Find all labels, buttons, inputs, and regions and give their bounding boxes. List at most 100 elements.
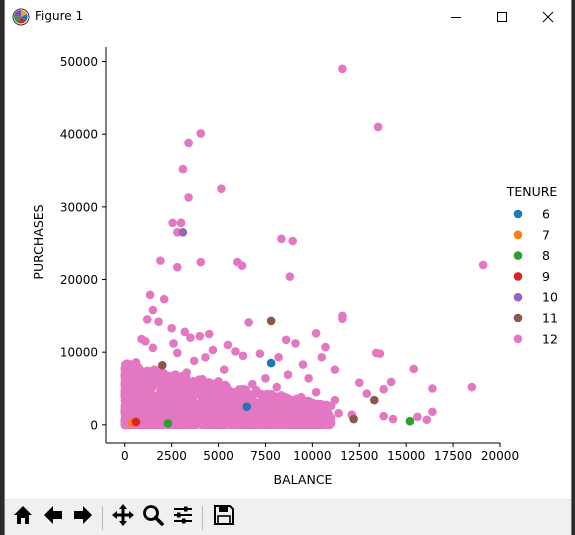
x-tick-label: 10000: [293, 449, 331, 463]
configure-subplots-icon: [171, 503, 195, 531]
data-point: [142, 315, 152, 324]
y-tick-label: 10000: [60, 346, 98, 360]
zoom-button[interactable]: [139, 503, 167, 531]
data-point: [293, 420, 303, 429]
data-point: [156, 256, 165, 265]
data-point: [244, 418, 254, 428]
data-point: [232, 419, 242, 428]
forward-arrow-icon: [71, 503, 95, 531]
data-point: [277, 234, 286, 244]
data-point: [189, 356, 199, 366]
back-button[interactable]: [39, 503, 67, 531]
data-point: [149, 420, 158, 430]
maximize-button[interactable]: [479, 0, 525, 34]
data-point: [169, 339, 178, 348]
data-point: [172, 262, 182, 272]
data-point: [298, 360, 308, 369]
data-point: [300, 419, 310, 429]
save-button[interactable]: [210, 503, 238, 531]
data-point: [428, 384, 437, 393]
data-point: [217, 184, 226, 193]
data-point: [270, 407, 280, 417]
data-point: [224, 391, 234, 401]
data-point: [184, 138, 193, 148]
data-point: [354, 378, 364, 387]
pan-button[interactable]: [109, 503, 137, 531]
data-point: [185, 401, 194, 411]
data-point: [379, 411, 388, 421]
data-point: [289, 411, 298, 421]
legend-label: 9: [542, 269, 550, 284]
minimize-button[interactable]: [433, 0, 479, 34]
data-point: [388, 414, 398, 424]
data-point: [379, 384, 388, 394]
data-point: [296, 392, 306, 402]
legend-marker: [513, 251, 523, 260]
data-point: [178, 164, 188, 174]
data-point: [195, 331, 205, 341]
x-tick-label: 15000: [387, 449, 425, 463]
data-point: [143, 394, 153, 403]
data-point: [211, 419, 220, 428]
data-point: [338, 314, 347, 324]
data-point: [231, 347, 240, 356]
data-point: [196, 257, 206, 267]
data-point: [255, 349, 265, 358]
data-point: [153, 379, 162, 388]
home-button[interactable]: [9, 503, 37, 531]
data-point: [174, 386, 183, 396]
series-8: [163, 416, 415, 428]
data-point: [321, 342, 330, 352]
data-point: [185, 420, 194, 430]
data-point: [144, 413, 154, 423]
x-tick-label: 17500: [434, 449, 472, 463]
legend-label: 10: [542, 290, 558, 305]
y-tick-label: 0: [90, 418, 98, 432]
legend-label: 11: [542, 311, 558, 326]
legend-marker: [513, 334, 523, 344]
x-tick-label: 5000: [203, 449, 234, 463]
data-point: [182, 390, 191, 400]
data-point: [323, 403, 332, 412]
data-point: [188, 382, 197, 391]
home-icon: [11, 503, 35, 531]
forward-button[interactable]: [69, 503, 97, 531]
close-button[interactable]: [525, 0, 571, 34]
y-tick-label: 40000: [60, 128, 98, 142]
legend-marker: [513, 272, 523, 281]
data-point: [148, 305, 158, 315]
data-point: [202, 406, 212, 416]
data-point: [163, 419, 173, 428]
data-point: [371, 348, 381, 358]
y-tick-label: 20000: [60, 273, 98, 287]
data-point: [178, 411, 188, 421]
data-point: [272, 382, 282, 392]
data-point: [126, 382, 135, 392]
data-point: [238, 351, 248, 361]
data-point: [242, 402, 252, 411]
data-point: [151, 409, 161, 419]
data-point: [409, 364, 418, 374]
data-point: [317, 352, 327, 362]
data-point: [121, 369, 130, 379]
data-point: [135, 404, 145, 414]
data-point: [334, 408, 343, 418]
data-point: [248, 379, 257, 389]
data-point: [160, 400, 169, 409]
x-axis-label: BALANCE: [274, 472, 333, 487]
data-point: [171, 420, 180, 429]
x-tick-label: 12500: [340, 449, 378, 463]
data-point: [285, 272, 295, 281]
data-point: [428, 407, 437, 417]
configure-subplots-button[interactable]: [169, 503, 197, 531]
legend-label: 7: [542, 227, 550, 242]
x-tick-label: 2500: [156, 449, 187, 463]
data-point: [422, 415, 432, 425]
data-point: [144, 383, 154, 393]
data-point: [157, 360, 167, 370]
data-point: [369, 395, 379, 405]
series-6: [242, 358, 276, 411]
data-point: [291, 339, 300, 348]
data-point: [184, 193, 193, 202]
figure-canvas[interactable]: 0 2500 5000 7500 10000 12500 15000 17500 20000 0 1…: [5, 34, 571, 499]
